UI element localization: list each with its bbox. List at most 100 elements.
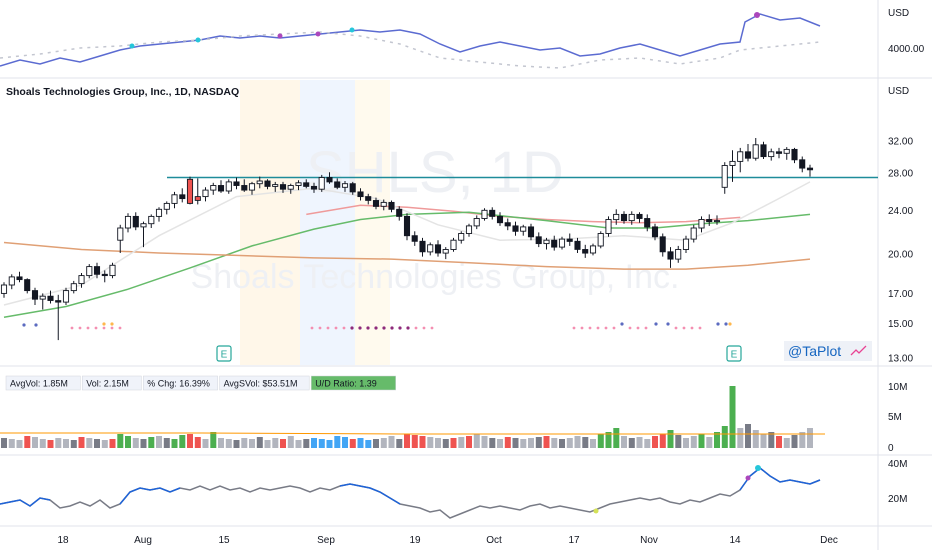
bottom-indicator-highlight-4 — [739, 467, 821, 491]
svg-text:E: E — [731, 350, 738, 361]
volume-stat-badge: Vol: 2.15M — [82, 375, 142, 391]
volume-bar — [419, 436, 426, 448]
bottom-indicator-panel: 40M 20M — [0, 459, 907, 519]
volume-bar — [303, 439, 310, 448]
candle — [551, 235, 558, 251]
volume-bar — [47, 440, 54, 448]
candle — [613, 209, 620, 225]
volume-bar — [342, 437, 348, 448]
candle — [752, 138, 759, 161]
candle — [303, 179, 310, 189]
candle — [512, 221, 519, 236]
candle — [365, 193, 372, 205]
price-tick-label: 32.00 — [888, 137, 913, 148]
background-shading — [240, 80, 390, 365]
volume-bar — [373, 439, 379, 448]
bottom-tick-20m: 20M — [888, 494, 907, 505]
earnings-marker-2[interactable]: E — [726, 345, 742, 362]
candle — [791, 147, 798, 164]
candle — [334, 178, 341, 190]
volume-bar — [218, 438, 224, 448]
volume-bar — [520, 439, 527, 448]
candle — [419, 237, 426, 257]
candle — [543, 237, 550, 250]
top-panel-unit: USD — [888, 8, 909, 19]
volume-bar — [729, 386, 736, 448]
volume-bar — [574, 436, 581, 448]
candle — [70, 280, 77, 294]
candle — [287, 183, 294, 194]
volume-bar — [16, 440, 23, 448]
candle — [155, 207, 163, 222]
volume-bar — [442, 439, 449, 448]
candle — [124, 213, 132, 233]
volume-bar — [125, 436, 131, 448]
volume-bar — [799, 432, 806, 448]
candle — [109, 262, 116, 279]
volume-bar — [326, 440, 333, 448]
price-tick-label: 15.00 — [888, 319, 913, 330]
volume-bar — [357, 438, 364, 448]
volume-bar — [156, 436, 162, 448]
x-axis-tick-label: 19 — [409, 535, 421, 546]
volume-bar — [163, 438, 170, 448]
candle — [132, 212, 139, 231]
svg-text:@TaPlot: @TaPlot — [788, 343, 841, 359]
chart-title: Shoals Technologies Group, Inc., 1D, NAS… — [6, 86, 239, 98]
candle — [473, 215, 480, 230]
volume-bar — [512, 438, 519, 448]
volume-stat-badge: U/D Ratio: 1.39 — [310, 375, 396, 391]
candle — [163, 201, 170, 215]
candlesticks — [0, 138, 814, 341]
x-axis-tick-label: Sep — [317, 535, 335, 546]
candle — [597, 231, 604, 249]
earnings-marker-1[interactable]: E — [216, 345, 232, 362]
volume-bar — [644, 439, 651, 448]
candle — [450, 237, 457, 252]
volume-bar — [365, 440, 372, 448]
volume-bar — [202, 439, 209, 448]
volume-bar — [388, 436, 395, 448]
volume-bar — [63, 439, 69, 448]
volume-bar — [117, 434, 124, 448]
volume-bar — [171, 439, 178, 448]
x-axis-tick-label: Aug — [134, 535, 152, 546]
volume-bars — [1, 386, 813, 448]
x-axis-labels: 18 Aug 15 Sep 19 Oct 17 Nov 14 Dec — [57, 535, 837, 546]
volume-stat-badge: AvgSVol: $53.51M — [219, 375, 310, 391]
volume-bar — [264, 440, 271, 448]
volume-bar — [187, 434, 193, 448]
price-tick-label: 28.00 — [888, 169, 913, 180]
candle — [682, 235, 690, 253]
volume-bar — [24, 436, 31, 448]
candle — [566, 233, 573, 246]
candle — [388, 200, 395, 213]
volume-bar — [1, 438, 7, 448]
candle — [310, 182, 318, 193]
candle — [341, 181, 349, 192]
svg-text:E: E — [221, 350, 228, 361]
volume-bar — [380, 438, 387, 448]
volume-bar — [334, 436, 341, 448]
candle — [326, 172, 333, 184]
candle — [16, 271, 23, 283]
candle — [256, 176, 263, 189]
volume-bar — [807, 428, 813, 448]
candle — [248, 181, 256, 195]
volume-bar — [132, 438, 139, 448]
volume-bar — [760, 434, 767, 448]
taplot-label: @TaPlot — [784, 341, 872, 361]
candle — [481, 208, 488, 221]
candle — [644, 214, 651, 232]
volume-bar — [667, 430, 674, 448]
x-axis-tick-label: Oct — [486, 535, 502, 546]
bottom-tick-40m: 40M — [888, 459, 907, 470]
candle — [272, 181, 279, 192]
volume-bar — [225, 439, 232, 448]
candle — [148, 214, 155, 228]
candle — [620, 211, 628, 224]
volume-bar — [450, 438, 457, 448]
candle — [558, 236, 566, 250]
volume-bar — [783, 438, 790, 448]
volume-bar — [791, 435, 798, 448]
